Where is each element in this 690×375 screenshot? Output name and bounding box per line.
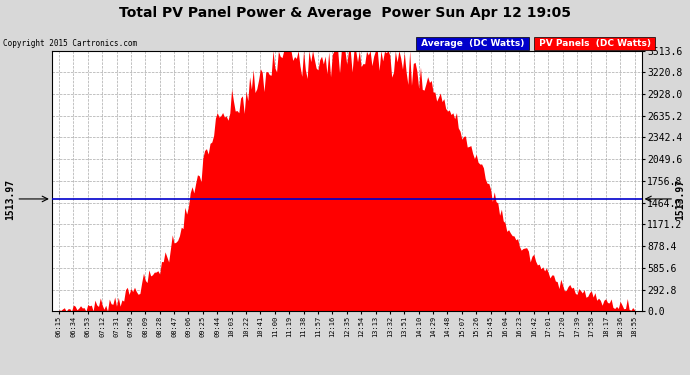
Text: Total PV Panel Power & Average  Power Sun Apr 12 19:05: Total PV Panel Power & Average Power Sun… (119, 6, 571, 20)
Text: Copyright 2015 Cartronics.com: Copyright 2015 Cartronics.com (3, 39, 137, 48)
Text: Average  (DC Watts): Average (DC Watts) (417, 39, 527, 48)
Text: 1513.97: 1513.97 (676, 178, 685, 219)
Text: PV Panels  (DC Watts): PV Panels (DC Watts) (535, 39, 653, 48)
Text: 1513.97: 1513.97 (6, 178, 15, 219)
